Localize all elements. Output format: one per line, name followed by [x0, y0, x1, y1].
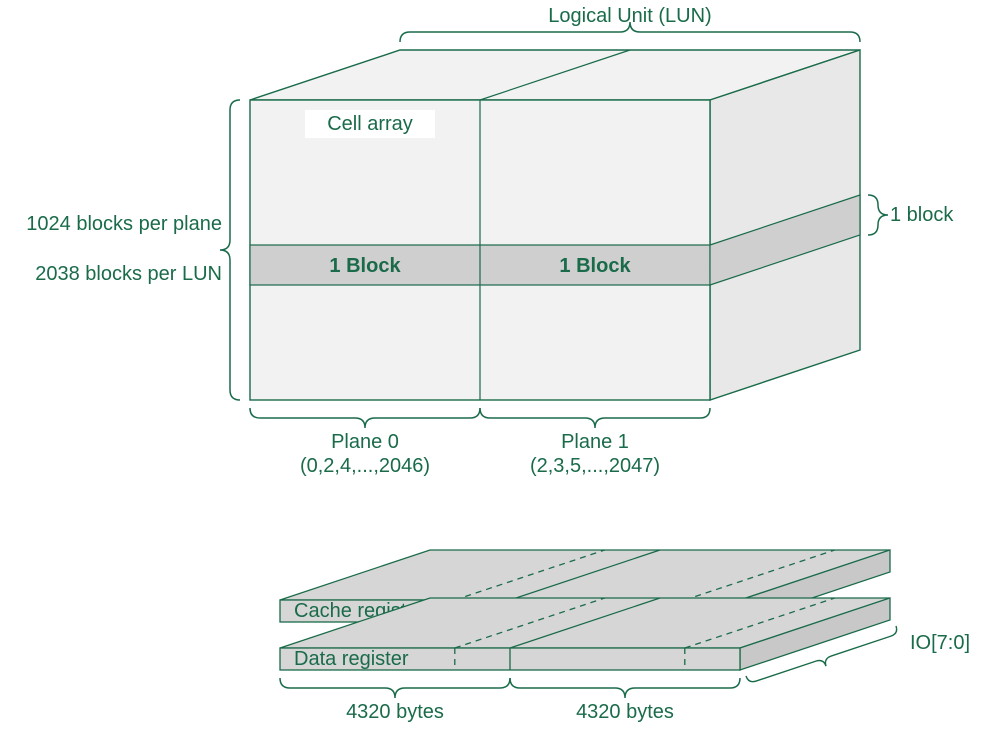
io-label: IO[7:0]	[910, 632, 970, 654]
brace	[868, 195, 888, 235]
bytes-left-label: 4320 bytes	[346, 701, 444, 723]
plane1-label: Plane 1	[561, 431, 629, 453]
plane0-label: Plane 0	[331, 431, 399, 453]
block-label-left: 1 Block	[329, 255, 401, 277]
lun-label: Logical Unit (LUN)	[548, 5, 711, 27]
brace	[510, 678, 740, 698]
plane0-range: (0,2,4,...,2046)	[300, 455, 430, 477]
brace	[280, 678, 510, 698]
cell-array-label: Cell array	[327, 113, 413, 135]
block-label-right: 1 Block	[559, 255, 631, 277]
brace	[220, 100, 240, 400]
plane1-range: (2,3,5,...,2047)	[530, 455, 660, 477]
blocks-per-lun-label: 2038 blocks per LUN	[35, 263, 222, 285]
brace	[480, 408, 710, 428]
one-block-label: 1 block	[890, 204, 954, 226]
bytes-right-label: 4320 bytes	[576, 701, 674, 723]
brace	[250, 408, 480, 428]
blocks-per-plane-label: 1024 blocks per plane	[26, 213, 222, 235]
data-register-label: Data register	[294, 648, 409, 670]
